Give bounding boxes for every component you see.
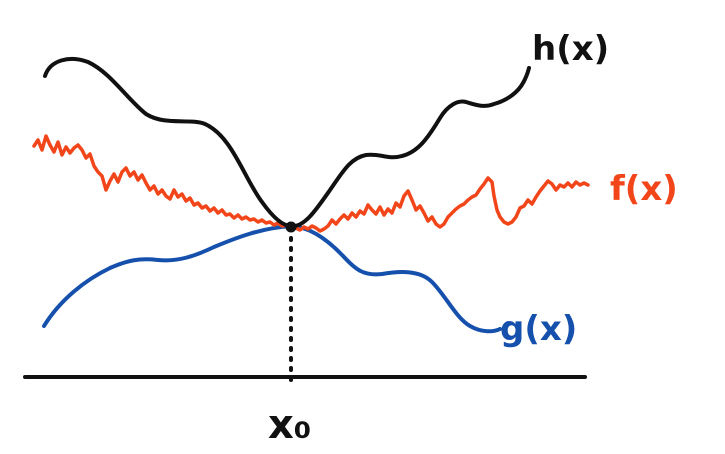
f-curve [32,134,590,233]
g-label: g(x) [500,309,577,349]
g-curve [42,224,502,334]
f-label: f(x) [610,169,678,209]
h-label: h(x) [532,29,609,69]
x0-label: x₀ [268,402,311,448]
h-curve [43,56,531,229]
touch-point [285,221,297,233]
